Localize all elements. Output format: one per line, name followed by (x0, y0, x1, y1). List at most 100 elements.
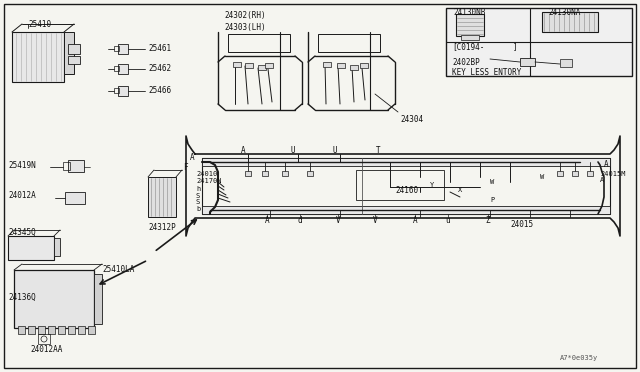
Bar (572, 171, 578, 176)
Text: 24012A: 24012A (8, 190, 36, 199)
Circle shape (29, 251, 35, 257)
Bar (245, 63, 253, 68)
Bar (8, 236, 54, 260)
Text: 24010: 24010 (196, 171, 217, 177)
Bar (18, 326, 25, 334)
Bar (262, 171, 268, 176)
Bar (38, 334, 50, 344)
Bar (307, 171, 313, 176)
Text: ]: ] (513, 42, 518, 51)
Text: 2402BP: 2402BP (452, 58, 480, 67)
Bar (38, 326, 45, 334)
Bar (258, 65, 266, 70)
Text: 25419N: 25419N (8, 160, 36, 170)
Bar (337, 63, 345, 68)
Text: V: V (336, 215, 340, 224)
Bar (202, 158, 610, 214)
Text: A: A (189, 153, 194, 161)
Bar (456, 14, 484, 36)
Bar (63, 162, 70, 170)
Text: 24015M: 24015M (600, 171, 625, 177)
Bar (542, 12, 598, 32)
Text: F: F (184, 163, 188, 171)
Text: 24312P: 24312P (148, 222, 176, 231)
Text: T: T (376, 145, 380, 154)
Text: KEY LESS ENTORY: KEY LESS ENTORY (452, 67, 522, 77)
Circle shape (268, 208, 273, 212)
Text: 25410: 25410 (28, 19, 51, 29)
Circle shape (22, 244, 26, 248)
Bar (557, 171, 563, 176)
Bar (78, 326, 85, 334)
Text: A: A (265, 215, 269, 224)
Circle shape (296, 160, 301, 164)
Bar (64, 32, 74, 74)
Bar (587, 171, 593, 176)
Circle shape (84, 317, 92, 324)
Circle shape (568, 208, 573, 212)
Text: d: d (298, 215, 302, 224)
Text: 24130NB: 24130NB (453, 7, 485, 16)
Text: U: U (333, 145, 337, 154)
Text: [C0194-: [C0194- (452, 42, 484, 51)
Bar (114, 66, 119, 71)
Text: 25466: 25466 (148, 86, 171, 94)
Bar (68, 44, 80, 54)
Text: V: V (372, 215, 378, 224)
Bar (446, 8, 632, 76)
Bar (233, 62, 241, 67)
Text: 25462: 25462 (148, 64, 171, 73)
Circle shape (417, 208, 422, 212)
Bar (114, 46, 119, 51)
Bar (323, 62, 331, 67)
Circle shape (38, 244, 42, 248)
Circle shape (84, 273, 92, 280)
Bar (88, 326, 95, 334)
Bar (202, 158, 610, 214)
Text: 24130NA: 24130NA (548, 7, 580, 16)
Bar (114, 88, 119, 93)
Text: 25461: 25461 (148, 44, 171, 52)
Text: S: S (196, 199, 200, 205)
Text: b: b (196, 206, 200, 212)
Bar (14, 270, 94, 328)
Text: W: W (490, 179, 494, 185)
Bar (48, 326, 55, 334)
Circle shape (22, 251, 26, 257)
Bar (560, 59, 572, 67)
Bar (520, 58, 535, 66)
Text: 24012AA: 24012AA (30, 346, 62, 355)
Bar (461, 35, 479, 40)
Circle shape (38, 251, 42, 257)
Circle shape (29, 244, 35, 248)
Bar (350, 65, 358, 70)
Bar (148, 177, 176, 217)
Circle shape (17, 273, 24, 280)
Circle shape (337, 160, 342, 164)
Text: A: A (241, 145, 245, 154)
Text: 24136Q: 24136Q (8, 292, 36, 301)
Circle shape (527, 208, 532, 212)
Text: u: u (445, 215, 451, 224)
Text: Z: Z (486, 215, 490, 224)
Bar (202, 206, 610, 214)
Bar (68, 56, 80, 64)
Bar (360, 63, 368, 68)
Bar (94, 274, 102, 324)
Circle shape (17, 317, 24, 324)
Text: 24015: 24015 (510, 219, 533, 228)
Bar (54, 238, 60, 256)
Text: A: A (604, 160, 609, 169)
Text: A7*0e035y: A7*0e035y (560, 355, 598, 361)
Bar (58, 326, 65, 334)
Text: U: U (291, 145, 295, 154)
Bar (356, 170, 444, 200)
Bar (228, 34, 290, 52)
Text: h: h (196, 186, 200, 192)
Text: 24303(LH): 24303(LH) (224, 22, 266, 32)
Bar (118, 44, 128, 54)
Text: X: X (458, 187, 462, 193)
Text: S: S (196, 193, 200, 199)
Bar (265, 63, 273, 68)
Text: A: A (600, 177, 604, 183)
